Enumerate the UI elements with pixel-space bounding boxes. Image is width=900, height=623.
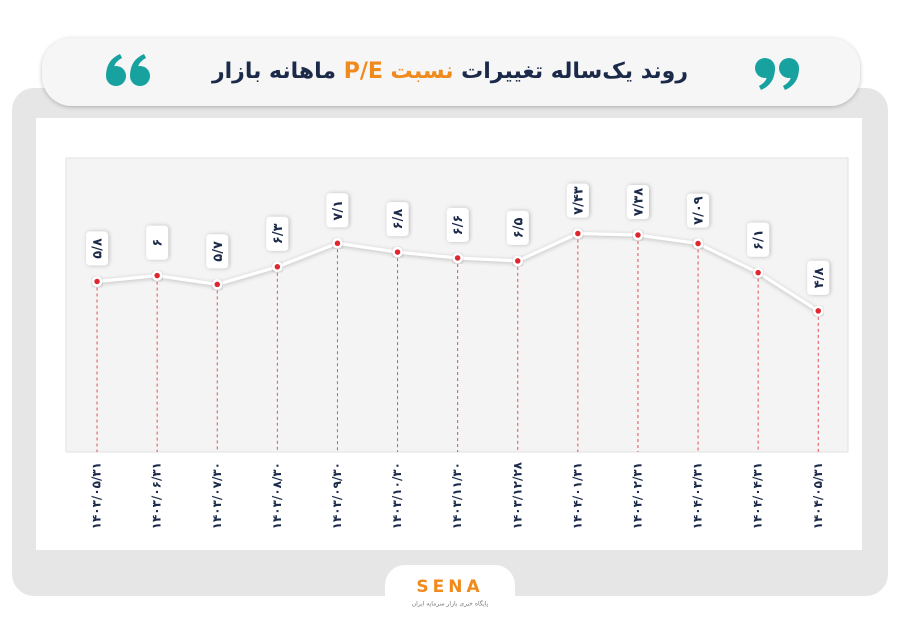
x-tick-label: ۱۴۰۳/۰۵/۳۱ [90,462,104,529]
title-pill [42,38,860,106]
marker [813,305,824,317]
x-tick-label: ۱۴۰۳/۱۲/۲۸ [510,461,524,529]
value-label: ۷/۰۹ [692,196,707,225]
plot: ۵/۸ ۶ ۵/۷ ۶/۳ ۷/۱ ۶/۸ ۶/۶ ۶/۵ ۷/۴۳ ۷/۳۸ ۷/۰۹ ۶/۱ ۴/۸… [86,183,830,529]
logo-pill [385,565,515,615]
label-bg [386,202,409,237]
value-label: ۶/۶ [451,215,466,236]
logo-tagline: پایگاه خبری بازار سرمایه ایران [412,600,489,608]
value-label-box: ۶/۳ [266,216,289,251]
title-start: روند یک‌ساله تغییرات [461,59,688,84]
value-label: ۵/۸ [91,238,106,259]
label-bg [146,225,169,260]
label-bg [566,183,589,218]
title-highlight: نسبت P/E [344,59,454,84]
x-tick-label: ۱۴۰۴/۰۵/۳۱ [811,462,825,529]
quote-right [755,58,799,90]
label-bg [506,210,529,245]
value-label-box: ۵/۷ [206,234,229,269]
marker [212,279,223,290]
marker [692,238,704,249]
marker [452,252,463,264]
marker [332,238,343,249]
value-label-box: ۵/۸ [86,231,109,266]
value-label: ۶/۱ [752,229,767,250]
marker [572,228,584,239]
marker [632,229,644,241]
marker [91,276,103,287]
marker [272,261,283,273]
x-tick-label: ۱۴۰۳/۰۷/۳۰ [210,462,224,529]
label-bg [266,216,289,251]
value-label: ۷/۳۸ [631,188,646,217]
value-label: ۶/۳ [271,223,286,244]
label-bg [326,193,349,228]
logo-name: SENA [416,577,483,597]
value-label: ۶/۸ [391,209,406,230]
x-tick-label: ۱۴۰۴/۰۳/۳۱ [691,462,705,529]
x-tick-label: ۱۴۰۳/۰۹/۳۰ [330,462,344,529]
x-tick-label: ۱۴۰۴/۰۲/۳۱ [630,462,644,529]
x-tick-label: ۱۴۰۳/۱۰/۳۰ [390,462,404,529]
label-bg [687,193,710,228]
value-label-box: ۶/۱ [747,222,770,257]
quote-left [106,54,150,86]
value-label-box: ۶ [146,225,169,260]
value-label-box: ۶/۶ [446,207,469,242]
title: روند یک‌ساله تغییرات نسبت P/E ماهانه باز… [211,59,688,84]
x-tick-label: ۱۴۰۳/۰۸/۳۰ [270,462,284,529]
label-bg [807,260,830,295]
value-label-box: ۷/۰۹ [687,193,710,228]
value-label: ۶/۵ [511,218,526,239]
value-label-box: ۶/۸ [386,202,409,237]
marker [392,246,403,258]
label-bg [626,185,649,220]
label-bg [747,222,770,257]
x-tick-label: ۱۴۰۴/۰۱/۳۱ [570,462,584,529]
value-label-box: ۴/۸ [807,260,830,295]
x-tick-label: ۱۴۰۳/۰۶/۳۱ [150,462,164,529]
value-label-box: ۷/۴۳ [566,183,589,218]
marker [512,255,523,267]
value-label-box: ۶/۵ [506,210,529,245]
value-label: ۵/۷ [211,241,226,262]
label-bg [86,231,109,266]
value-label: ۷/۴۳ [571,186,586,215]
value-label: ۴/۸ [812,268,827,289]
title-end: ماهانه بازار [211,59,336,84]
marker [752,267,764,278]
value-label-box: ۷/۳۸ [626,185,649,220]
label-bg [446,207,469,242]
value-label-box: ۷/۱ [326,193,349,228]
value-label: ۶ [151,239,166,247]
label-bg [206,234,229,269]
value-label: ۷/۱ [331,200,346,221]
x-tick-label: ۱۴۰۴/۰۴/۳۱ [751,462,765,529]
plot-area [65,157,849,453]
x-tick-label: ۱۴۰۳/۱۱/۳۰ [450,462,464,529]
marker [151,270,163,281]
